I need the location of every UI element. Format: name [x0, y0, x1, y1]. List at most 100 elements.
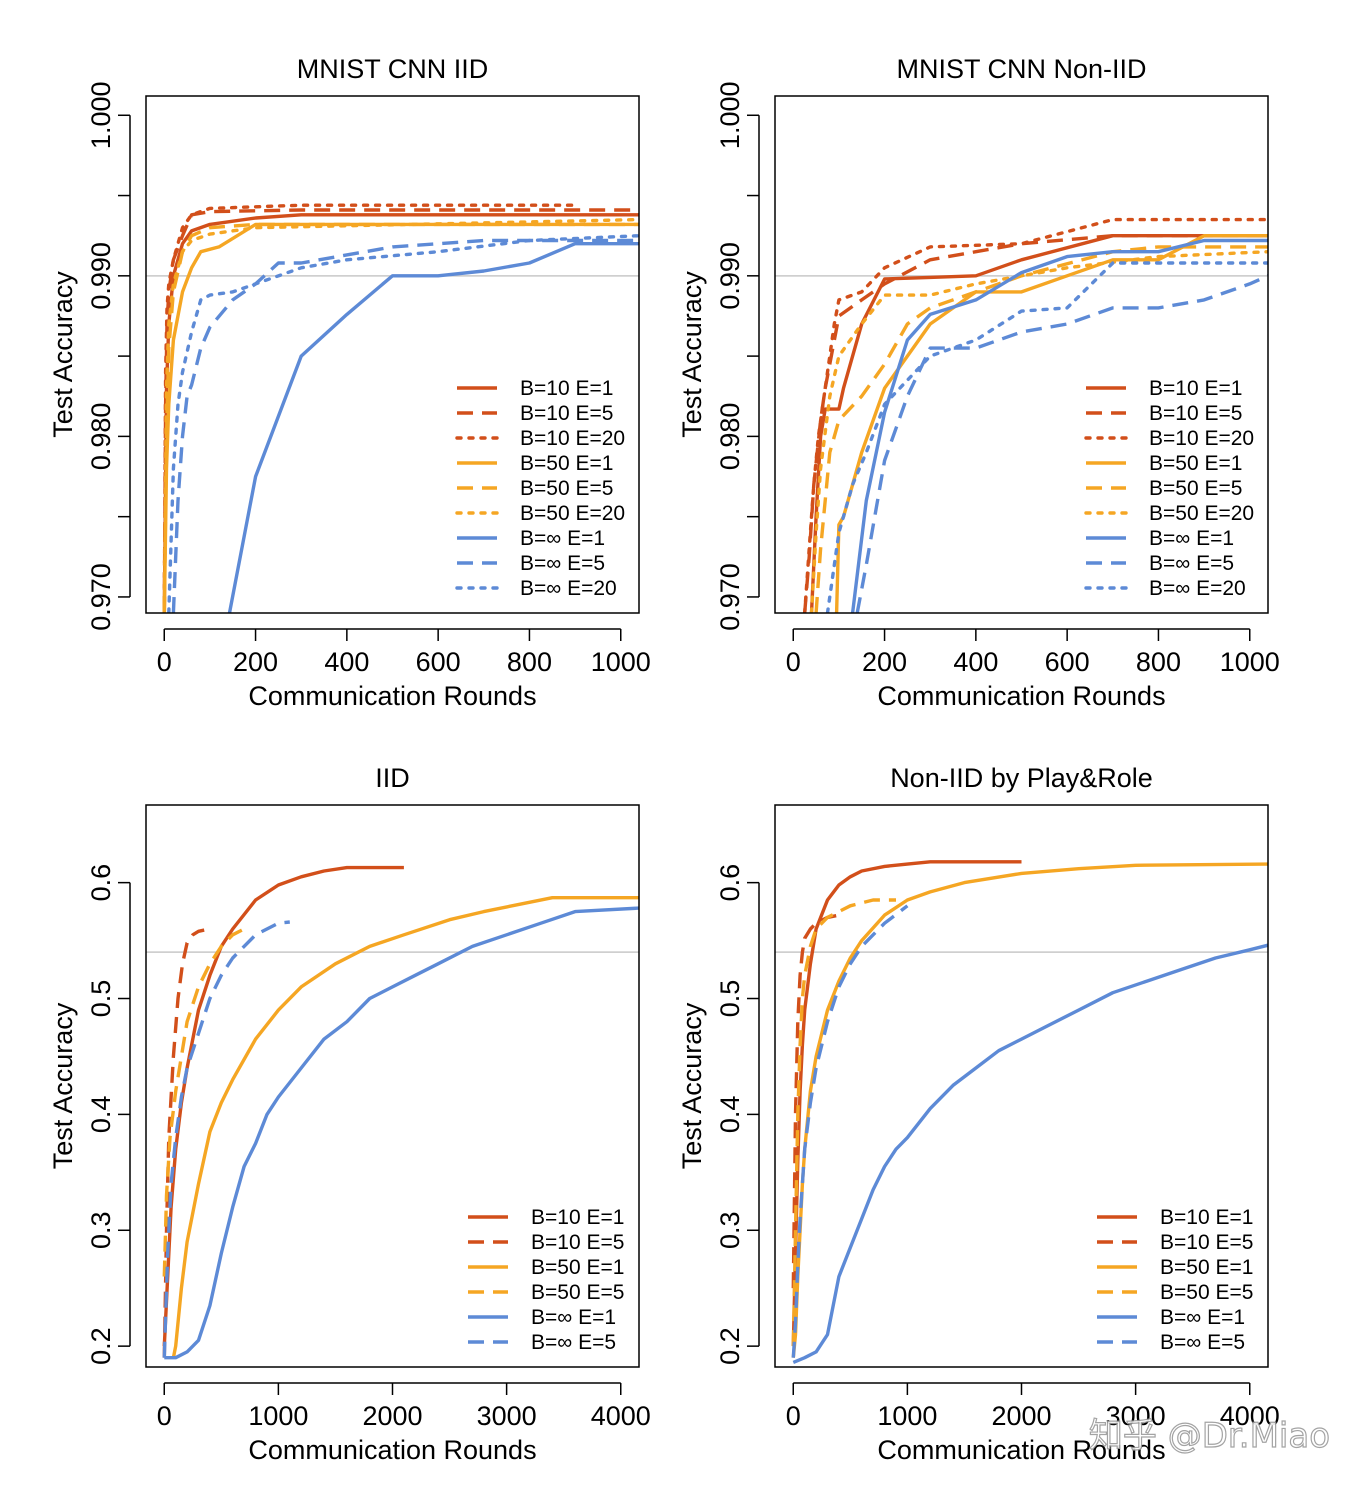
series-line — [162, 928, 205, 1358]
legend-label: B=50 E=1 — [1149, 452, 1242, 475]
x-tick-label: 600 — [1045, 647, 1090, 677]
x-tick-label: 0 — [786, 1401, 801, 1431]
x-tick-label: 600 — [416, 647, 461, 677]
y-tick-label: 0.5 — [86, 980, 116, 1018]
chart-title: MNIST CNN Non-IID — [896, 54, 1146, 84]
x-tick-label: 4000 — [1220, 1401, 1280, 1431]
legend-label: B=50 E=1 — [1160, 1256, 1253, 1279]
legend-label: B=10 E=5 — [531, 1231, 624, 1254]
y-axis-label: Test Accuracy — [48, 1002, 78, 1169]
y-tick-label: 0.6 — [715, 864, 745, 902]
legend-label: B=10 E=20 — [520, 427, 625, 450]
legend: B=10 E=1B=10 E=5B=50 E=1B=50 E=5B=∞ E=1B… — [1097, 1206, 1253, 1354]
panel-non-iid-play-role: Non-IID by Play&Role 0 1000 2000 3000 4000 Com… — [677, 763, 1280, 1465]
x-axis-label: Communication Rounds — [248, 681, 536, 711]
legend-label: B=50 E=5 — [1149, 477, 1242, 500]
series-line — [791, 904, 909, 1358]
x-tick-label: 3000 — [1106, 1401, 1166, 1431]
series-line — [791, 898, 896, 1347]
y-tick-label: 0.5 — [715, 980, 745, 1018]
x-tick-label: 200 — [233, 647, 278, 677]
legend: B=10 E=1B=10 E=5B=10 E=20B=50 E=1B=50 E=… — [455, 377, 625, 600]
legend-label: B=∞ E=5 — [531, 1331, 616, 1354]
legend-label: B=∞ E=5 — [1149, 552, 1234, 575]
legend-label: B=∞ E=5 — [1160, 1331, 1245, 1354]
x-axis-label: Communication Rounds — [877, 681, 1165, 711]
legend-label: B=50 E=1 — [531, 1256, 624, 1279]
chart-title: Non-IID by Play&Role — [890, 763, 1153, 793]
series-line — [162, 865, 404, 1347]
x-tick-label: 800 — [507, 647, 552, 677]
series-group — [162, 865, 639, 1360]
series-line — [791, 860, 1022, 1347]
legend-label: B=50 E=20 — [520, 502, 625, 525]
series-line — [792, 943, 1268, 1364]
series-line — [164, 906, 639, 1360]
series-line — [809, 249, 1268, 613]
series-line — [803, 217, 1268, 613]
watermark: 知乎 @Dr.Miao — [1089, 1416, 1330, 1456]
series-line — [850, 238, 1268, 613]
y-tick-label: 0.3 — [715, 1211, 745, 1249]
series-line — [825, 261, 1268, 613]
legend-label: B=∞ E=20 — [1149, 577, 1246, 600]
x-tick-label: 400 — [953, 647, 998, 677]
legend-label: B=10 E=20 — [1149, 427, 1254, 450]
legend-label: B=10 E=1 — [1160, 1206, 1253, 1229]
x-tick-label: 3000 — [477, 1401, 537, 1431]
y-tick-label: 1.000 — [715, 81, 745, 149]
y-tick-label: 1.000 — [86, 81, 116, 149]
x-tick-label: 2000 — [362, 1401, 422, 1431]
series-line — [855, 274, 1268, 613]
legend-label: B=50 E=1 — [520, 452, 613, 475]
x-tick-label: 1000 — [591, 647, 651, 677]
series-line — [791, 913, 840, 1289]
legend-label: B=∞ E=20 — [520, 577, 617, 600]
plot-frame — [145, 804, 640, 1368]
legend-label: B=∞ E=1 — [1149, 527, 1234, 550]
legend-label: B=∞ E=5 — [520, 552, 605, 575]
y-tick-label: 0.970 — [715, 563, 745, 631]
y-tick-label: 0.6 — [86, 864, 116, 902]
chart-title: IID — [375, 763, 410, 793]
plot-frame — [774, 804, 1269, 1368]
x-axis-label: Communication Rounds — [877, 1435, 1165, 1465]
panel-iid: IID 0 1000 2000 3000 4000 Communication Rounds… — [48, 763, 651, 1465]
legend-label: B=50 E=5 — [1160, 1281, 1253, 1304]
legend-label: B=10 E=1 — [531, 1206, 624, 1229]
legend: B=10 E=1B=10 E=5B=10 E=20B=50 E=1B=50 E=… — [1084, 377, 1254, 600]
legend-label: B=10 E=5 — [1149, 402, 1242, 425]
x-tick-label: 800 — [1136, 647, 1181, 677]
legend-label: B=10 E=5 — [520, 402, 613, 425]
series-line — [803, 233, 1268, 613]
series-line — [809, 233, 1268, 613]
x-tick-label: 0 — [157, 647, 172, 677]
chart-title: MNIST CNN IID — [297, 54, 489, 84]
legend: B=10 E=1B=10 E=5B=50 E=1B=50 E=5B=∞ E=1B… — [468, 1206, 624, 1354]
legend-label: B=50 E=20 — [1149, 502, 1254, 525]
y-tick-label: 0.980 — [715, 403, 745, 471]
x-tick-label: 1000 — [1220, 647, 1280, 677]
y-tick-label: 0.980 — [86, 403, 116, 471]
x-tick-label: 400 — [324, 647, 369, 677]
legend-label: B=50 E=5 — [531, 1281, 624, 1304]
x-tick-label: 4000 — [591, 1401, 651, 1431]
y-tick-label: 0.3 — [86, 1211, 116, 1249]
legend-label: B=∞ E=1 — [531, 1306, 616, 1329]
series-line — [162, 927, 245, 1277]
series-group — [162, 203, 639, 613]
y-tick-label: 0.970 — [86, 563, 116, 631]
legend-label: B=10 E=5 — [1160, 1231, 1253, 1254]
y-tick-label: 0.4 — [86, 1096, 116, 1134]
x-axis-label: Communication Rounds — [248, 1435, 536, 1465]
y-tick-label: 0.4 — [715, 1096, 745, 1134]
series-group — [791, 860, 1268, 1364]
x-tick-label: 1000 — [877, 1401, 937, 1431]
legend-label: B=∞ E=1 — [1160, 1306, 1245, 1329]
series-line — [171, 896, 639, 1359]
series-line — [162, 920, 290, 1358]
x-tick-label: 200 — [862, 647, 907, 677]
y-tick-label: 0.990 — [715, 242, 745, 310]
legend-label: B=∞ E=1 — [520, 527, 605, 550]
